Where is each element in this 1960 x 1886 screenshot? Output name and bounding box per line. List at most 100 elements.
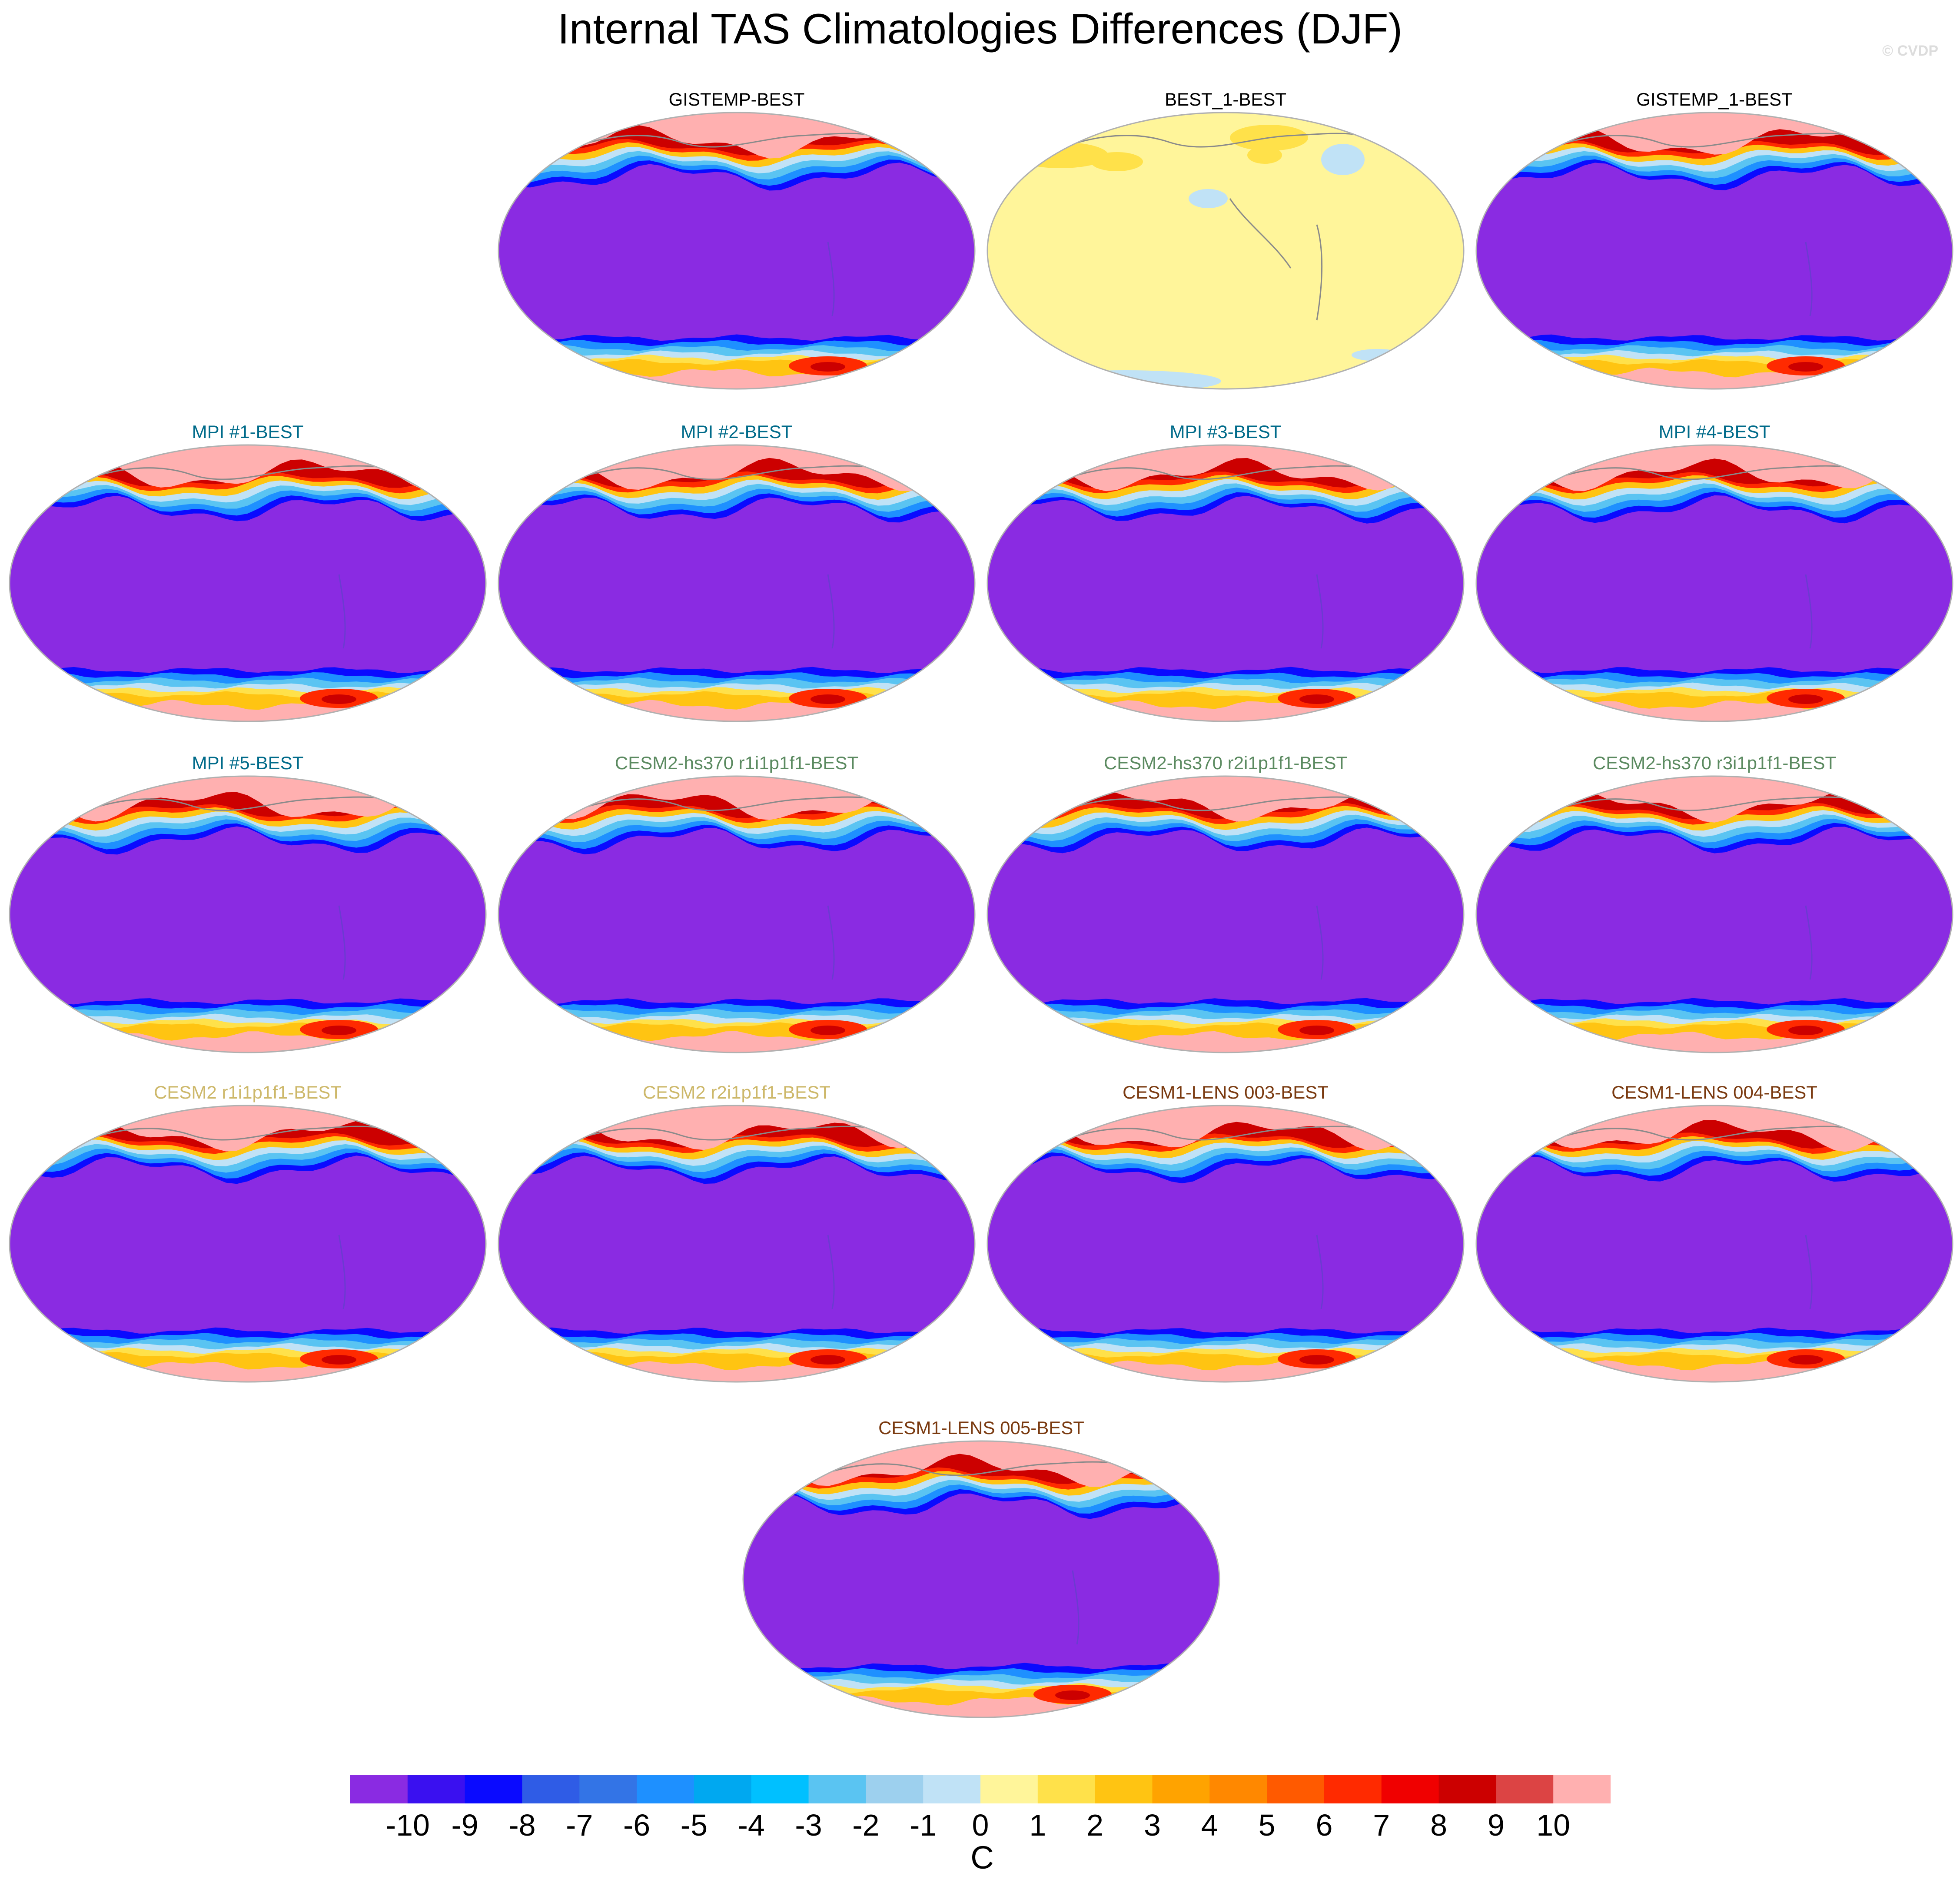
south-warm-region [987, 1031, 1464, 1053]
global-map [1475, 1105, 1953, 1383]
antarctic-hotspot-core [322, 1355, 356, 1365]
panel-title: BEST_1-BEST [1164, 89, 1287, 110]
map-outline [1475, 112, 1953, 390]
antarctic-hotspot-core [1788, 1355, 1823, 1365]
colorbar-swatch [1095, 1775, 1153, 1803]
map-panel: GISTEMP_1-BEST [1475, 89, 1953, 393]
map-outline [1475, 1105, 1953, 1383]
colorbar-swatch [1152, 1775, 1210, 1803]
global-map [987, 775, 1465, 1053]
coastline [86, 1126, 422, 1141]
global-map [9, 444, 487, 722]
coastline [1553, 133, 1889, 148]
colorbar-tick-label: -6 [623, 1808, 651, 1842]
map-panel: MPI #1-BEST [9, 422, 487, 726]
coastline [1553, 796, 1889, 811]
coastline [86, 465, 422, 480]
map-outline [9, 444, 487, 722]
global-map [987, 1105, 1465, 1383]
colorbar-tick-label: 5 [1258, 1808, 1276, 1842]
global-map [987, 112, 1465, 390]
colorbar-swatch [579, 1775, 637, 1803]
colorbar-swatch [923, 1775, 981, 1803]
panel-title: CESM1-LENS 004-BEST [1611, 1082, 1817, 1102]
map-outline [498, 775, 976, 1053]
map-outline [742, 1440, 1220, 1718]
colorbar-swatch [1553, 1775, 1611, 1803]
antarctic-hotspot-core [1299, 694, 1334, 704]
coastline [575, 1126, 911, 1141]
figure-title: Internal TAS Climatologies Differences (… [557, 5, 1403, 53]
north-warm-region [1476, 113, 1953, 157]
colorbar-swatch [522, 1775, 580, 1803]
coastline [820, 1461, 1156, 1476]
colorbar-swatch [808, 1775, 866, 1803]
coastline [575, 465, 911, 480]
colorbar-tick-label: -1 [910, 1808, 937, 1842]
coastline [827, 1235, 835, 1309]
colorbar-tick-label: -10 [385, 1808, 430, 1842]
south-warm-region [743, 1696, 1219, 1717]
antarctic-hotspot-core [811, 1026, 845, 1035]
coastline [1229, 198, 1323, 321]
colorbar-tick-label: -8 [508, 1808, 536, 1842]
coastline [1553, 1126, 1889, 1141]
coastline [1805, 242, 1813, 316]
map-panel: CESM2-hs370 r3i1p1f1-BEST [1475, 753, 1953, 1057]
colorbar-tick-label: 2 [1086, 1808, 1104, 1842]
coastline [575, 796, 911, 811]
panel-title: MPI #2-BEST [681, 422, 793, 442]
colorbar-swatch [980, 1775, 1038, 1803]
panel-title: CESM2-hs370 r2i1p1f1-BEST [1103, 753, 1348, 773]
colorbar-swatch [1209, 1775, 1267, 1803]
map-panel: MPI #3-BEST [987, 422, 1465, 726]
global-map [1475, 112, 1953, 390]
small-negative-patch [1189, 189, 1228, 208]
north-warm-region [987, 776, 1464, 822]
coastline [827, 242, 835, 316]
colorbar-swatch [465, 1775, 522, 1803]
colorbar-swatch [751, 1775, 809, 1803]
panel-title: CESM2 r1i1p1f1-BEST [154, 1082, 342, 1102]
map-panel: GISTEMP-BEST [498, 89, 976, 393]
antarctic-hotspot-core [322, 1026, 356, 1035]
coastline [1316, 905, 1324, 980]
colorbar-units-label: C [970, 1840, 994, 1876]
panel-title: MPI #3-BEST [1169, 422, 1282, 442]
global-map [1475, 444, 1953, 722]
south-warm-region [498, 1031, 975, 1053]
colorbar-swatch [637, 1775, 694, 1803]
panel-title: MPI #4-BEST [1658, 422, 1771, 442]
coastline [1072, 1570, 1080, 1645]
map-panel: CESM2 r2i1p1f1-BEST [498, 1082, 976, 1386]
colorbar-tick-label: 0 [972, 1808, 989, 1842]
antarctic-hotspot-core [811, 694, 845, 704]
map-panel: CESM2-hs370 r1i1p1f1-BEST [498, 753, 976, 1057]
antarctic-hotspot-core [1299, 1355, 1334, 1365]
global-map [742, 1440, 1220, 1718]
global-map [9, 1105, 487, 1383]
coastline [1553, 465, 1889, 480]
map-panel: MPI #4-BEST [1475, 422, 1953, 726]
global-map [987, 444, 1465, 722]
panel-title: CESM2 r2i1p1f1-BEST [643, 1082, 831, 1102]
antarctic-hotspot-core [1055, 1690, 1090, 1700]
coastline [1064, 1126, 1400, 1141]
map-panel: CESM2 r1i1p1f1-BEST [9, 1082, 487, 1386]
colorbar-tick-label: 10 [1536, 1808, 1571, 1842]
coastline [338, 1235, 346, 1309]
colorbar-tick-label: -9 [451, 1808, 478, 1842]
map-panel: MPI #5-BEST [9, 753, 487, 1057]
coastline [1805, 1235, 1813, 1309]
colorbar-tick-label: -4 [737, 1808, 765, 1842]
map-outline [987, 1105, 1465, 1383]
small-negative-patch [1352, 349, 1404, 361]
north-warm-region [10, 1106, 486, 1152]
map-outline [9, 775, 487, 1053]
colorbar-swatch [1496, 1775, 1554, 1803]
panel-title: MPI #5-BEST [192, 753, 304, 773]
colorbar-swatch [866, 1775, 924, 1803]
colorbar-tick-label: -5 [680, 1808, 708, 1842]
colorbar-tick-label: 4 [1201, 1808, 1218, 1842]
map-outline [498, 112, 976, 390]
